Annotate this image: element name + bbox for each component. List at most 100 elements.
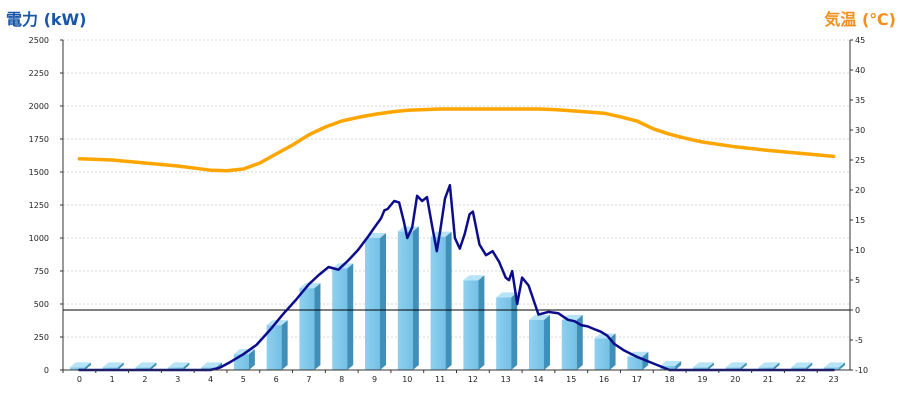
bar [266, 320, 288, 370]
x-tick-label: 9 [372, 375, 377, 384]
bar [299, 283, 321, 370]
left-tick-label: 500 [34, 300, 49, 309]
bar [627, 351, 649, 370]
bar-top [397, 226, 419, 232]
x-tick-label: 0 [77, 375, 82, 384]
bar-side [84, 362, 91, 370]
x-tick-label: 4 [208, 375, 213, 384]
right-tick-label: 20 [855, 186, 865, 195]
x-tick-label: 16 [599, 375, 609, 384]
bar-front [102, 367, 118, 370]
left-tick-label: 1500 [29, 168, 49, 177]
right-tick-label: 10 [855, 246, 865, 255]
bar-top [69, 362, 91, 368]
x-tick-label: 7 [306, 375, 311, 384]
x-tick-label: 11 [435, 375, 445, 384]
bar-front [397, 231, 413, 370]
bar-front [692, 367, 708, 370]
x-tick-label: 2 [142, 375, 147, 384]
right-tick-label: 35 [855, 96, 865, 105]
x-tick-label: 17 [632, 375, 642, 384]
bar [824, 362, 846, 370]
right-tick-label: -5 [855, 336, 863, 345]
left-tick-label: 1750 [29, 135, 49, 144]
x-tick-label: 6 [274, 375, 279, 384]
bar-side [412, 226, 419, 370]
bar [758, 362, 780, 370]
bar-top [168, 362, 190, 368]
x-tick-label: 13 [501, 375, 511, 384]
left-tick-label: 250 [34, 333, 49, 342]
bar-front [365, 238, 381, 370]
left-tick-label: 2500 [29, 36, 49, 45]
left-axis-title: 電力 (kW) [6, 10, 87, 29]
x-tick-label: 10 [402, 375, 412, 384]
bar [725, 362, 747, 370]
bar-front [561, 319, 577, 370]
x-tick-label: 3 [175, 375, 180, 384]
bar [233, 349, 255, 370]
bar-front [299, 288, 315, 370]
bar-series [69, 226, 846, 370]
bar-side [314, 283, 321, 370]
bar-top [725, 362, 747, 368]
x-tick-label: 15 [566, 375, 576, 384]
bar-side [576, 314, 583, 370]
bar [168, 362, 190, 370]
left-tick-label: 1000 [29, 234, 49, 243]
bar-side [707, 362, 714, 370]
grid [63, 39, 850, 338]
left-tick-label: 1250 [29, 201, 49, 210]
bar [791, 362, 813, 370]
bar [430, 231, 452, 370]
bar-side [150, 362, 157, 370]
left-tick-label: 2250 [29, 69, 49, 78]
bar-front [594, 338, 610, 370]
bar [496, 292, 518, 370]
bar-top [660, 361, 682, 367]
bar-front [496, 297, 512, 370]
bar-top [692, 362, 714, 368]
bar-front [791, 367, 807, 370]
bar-side [445, 231, 452, 370]
bar-front [168, 367, 184, 370]
left-tick-label: 0 [44, 366, 49, 375]
right-tick-label: -10 [855, 366, 868, 375]
bar-side [740, 362, 747, 370]
x-tick-label: 8 [339, 375, 344, 384]
bar-side [281, 320, 288, 370]
bar-top [201, 362, 223, 368]
bar-side [347, 263, 354, 370]
bar [528, 314, 550, 370]
bar-front [266, 325, 282, 370]
right-tick-label: 0 [855, 306, 860, 315]
right-axis-title: 気温 (℃) [824, 10, 896, 29]
x-tick-label: 19 [697, 375, 707, 384]
bar-side [773, 362, 780, 370]
bar [135, 362, 157, 370]
bar-top [791, 362, 813, 368]
temperature-line [77, 107, 836, 173]
left-tick-label: 2000 [29, 102, 49, 111]
bar-side [478, 275, 485, 370]
axes: 0 250 500 7 5 0 1000 1250 1500 1750 2000 2250 2500 -1… [29, 36, 868, 384]
bar-side [117, 362, 124, 370]
bar-top [528, 314, 550, 320]
bar-front [135, 367, 151, 370]
bar-side [543, 314, 550, 370]
bar-front [332, 268, 348, 370]
line-series [77, 107, 836, 372]
bar [561, 314, 583, 370]
x-tick-label: 21 [763, 375, 773, 384]
bar [365, 233, 387, 370]
bar-front [463, 280, 479, 370]
bar-front [69, 367, 85, 370]
bar-top [430, 231, 452, 237]
bar-top [594, 333, 616, 339]
bar-top [463, 275, 485, 281]
bar-front [430, 236, 446, 370]
right-tick-label: 45 [855, 36, 865, 45]
x-tick-label: 5 [241, 375, 246, 384]
bar-front [627, 356, 643, 370]
